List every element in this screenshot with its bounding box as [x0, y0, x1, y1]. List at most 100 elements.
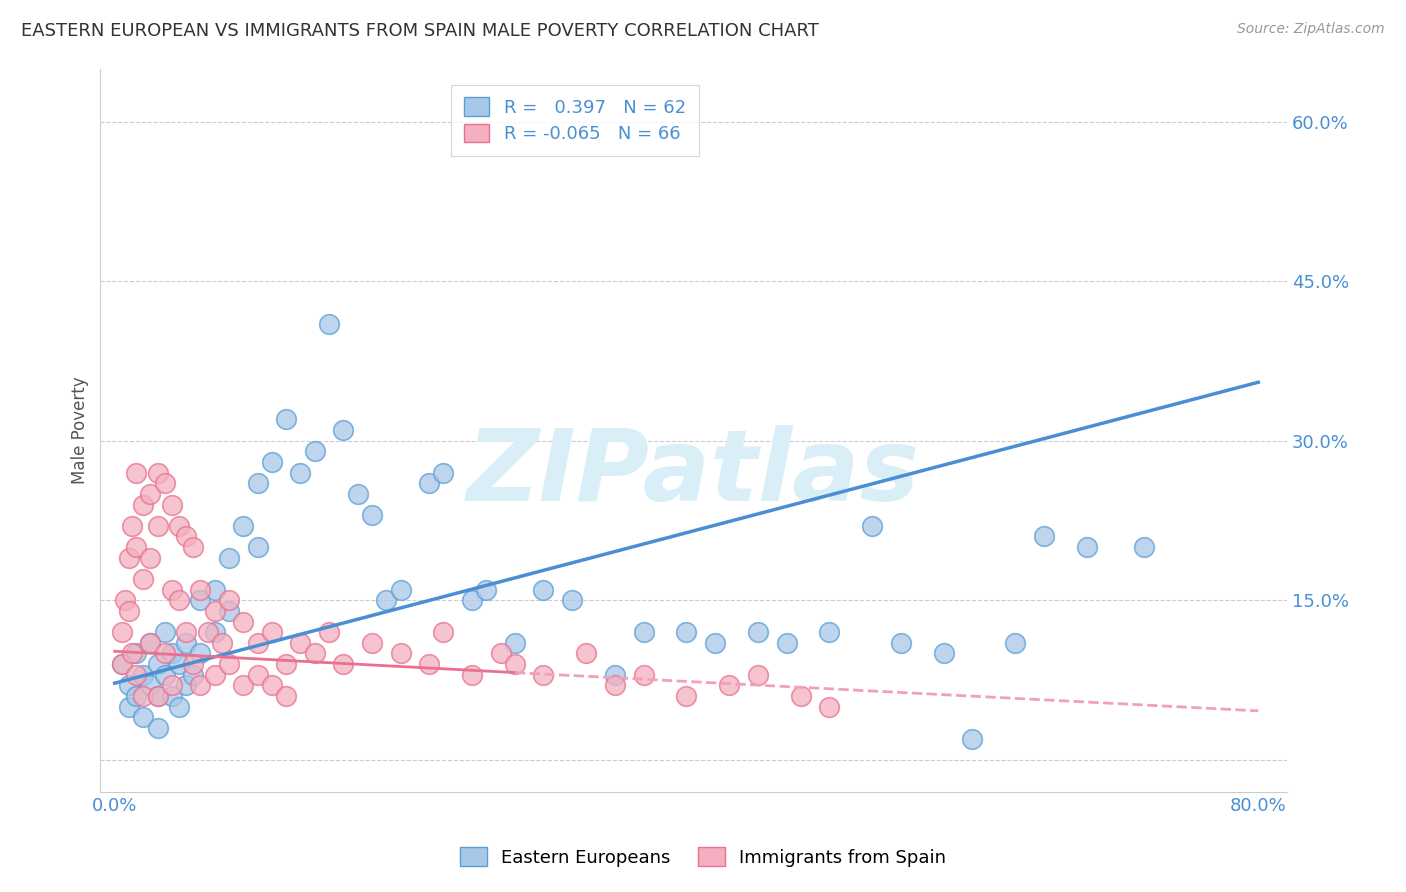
Point: [318, 317, 340, 331]
Point: [160, 498, 183, 512]
Legend: R =   0.397   N = 62, R = -0.065   N = 66: R = 0.397 N = 62, R = -0.065 N = 66: [451, 85, 699, 156]
Point: [389, 647, 412, 661]
Point: [603, 667, 626, 681]
Point: [633, 625, 655, 640]
Point: [190, 647, 212, 661]
Point: [346, 487, 368, 501]
Text: Source: ZipAtlas.com: Source: ZipAtlas.com: [1237, 22, 1385, 37]
Point: [118, 604, 141, 618]
Point: [125, 647, 148, 661]
Point: [190, 678, 212, 692]
Point: [290, 466, 312, 480]
Point: [503, 636, 526, 650]
Point: [1004, 636, 1026, 650]
Point: [218, 657, 240, 671]
Point: [260, 455, 283, 469]
Point: [146, 689, 169, 703]
Point: [211, 636, 233, 650]
Point: [197, 625, 219, 640]
Point: [246, 540, 269, 554]
Point: [818, 625, 841, 640]
Point: [174, 529, 197, 543]
Point: [118, 699, 141, 714]
Point: [304, 444, 326, 458]
Point: [246, 636, 269, 650]
Point: [218, 550, 240, 565]
Point: [125, 540, 148, 554]
Point: [121, 647, 143, 661]
Point: [121, 518, 143, 533]
Point: [276, 412, 298, 426]
Point: [475, 582, 498, 597]
Point: [167, 518, 190, 533]
Point: [533, 582, 555, 597]
Point: [218, 604, 240, 618]
Point: [704, 636, 727, 650]
Point: [114, 593, 136, 607]
Point: [1133, 540, 1156, 554]
Point: [533, 667, 555, 681]
Point: [775, 636, 797, 650]
Point: [304, 647, 326, 661]
Point: [232, 678, 254, 692]
Point: [132, 689, 155, 703]
Point: [361, 636, 384, 650]
Point: [174, 636, 197, 650]
Point: [503, 657, 526, 671]
Point: [461, 667, 484, 681]
Point: [575, 647, 598, 661]
Point: [132, 667, 155, 681]
Point: [174, 678, 197, 692]
Point: [432, 625, 454, 640]
Point: [375, 593, 398, 607]
Point: [818, 699, 841, 714]
Point: [153, 667, 176, 681]
Point: [561, 593, 583, 607]
Point: [790, 689, 813, 703]
Point: [232, 615, 254, 629]
Point: [318, 625, 340, 640]
Point: [332, 423, 354, 437]
Point: [246, 476, 269, 491]
Point: [146, 689, 169, 703]
Point: [260, 678, 283, 692]
Point: [125, 689, 148, 703]
Point: [932, 647, 955, 661]
Point: [461, 593, 484, 607]
Point: [361, 508, 384, 523]
Point: [204, 667, 226, 681]
Point: [718, 678, 741, 692]
Point: [232, 518, 254, 533]
Point: [160, 582, 183, 597]
Point: [146, 657, 169, 671]
Point: [332, 657, 354, 671]
Y-axis label: Male Poverty: Male Poverty: [72, 376, 89, 484]
Point: [146, 518, 169, 533]
Point: [489, 647, 512, 661]
Text: EASTERN EUROPEAN VS IMMIGRANTS FROM SPAIN MALE POVERTY CORRELATION CHART: EASTERN EUROPEAN VS IMMIGRANTS FROM SPAI…: [21, 22, 818, 40]
Point: [290, 636, 312, 650]
Point: [139, 636, 162, 650]
Point: [160, 647, 183, 661]
Point: [167, 593, 190, 607]
Point: [276, 689, 298, 703]
Point: [160, 689, 183, 703]
Point: [1076, 540, 1098, 554]
Point: [174, 625, 197, 640]
Point: [167, 657, 190, 671]
Point: [962, 731, 984, 746]
Point: [118, 678, 141, 692]
Point: [181, 657, 204, 671]
Point: [132, 710, 155, 724]
Point: [276, 657, 298, 671]
Point: [675, 625, 697, 640]
Point: [146, 466, 169, 480]
Point: [146, 721, 169, 735]
Point: [260, 625, 283, 640]
Point: [860, 518, 883, 533]
Point: [153, 476, 176, 491]
Point: [160, 678, 183, 692]
Point: [132, 572, 155, 586]
Point: [139, 550, 162, 565]
Point: [389, 582, 412, 597]
